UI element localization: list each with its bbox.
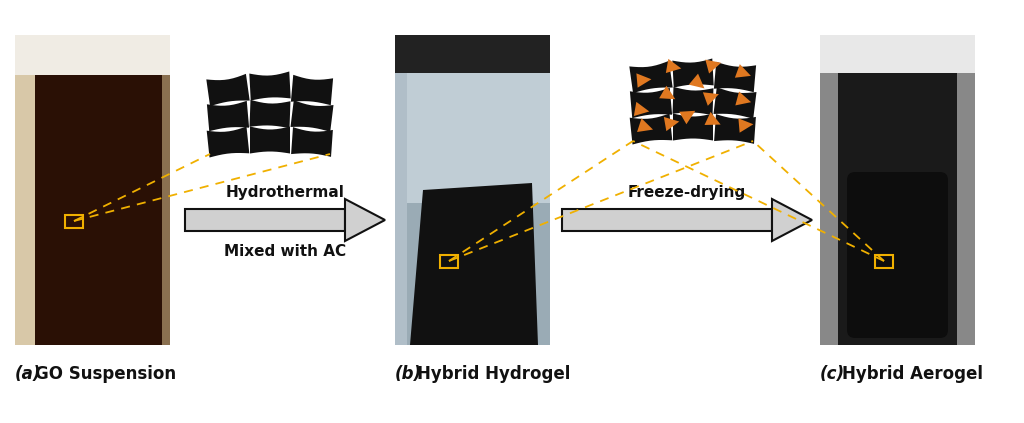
Polygon shape [673,113,713,140]
Polygon shape [664,117,679,131]
Text: (a): (a) [15,365,42,383]
Polygon shape [410,183,538,345]
Polygon shape [714,62,756,92]
Bar [820,35,975,73]
Polygon shape [738,118,754,133]
Text: Freeze-drying: Freeze-drying [628,184,746,200]
Polygon shape [689,74,705,88]
Polygon shape [630,61,673,93]
FancyBboxPatch shape [847,172,948,338]
Polygon shape [714,87,757,119]
Polygon shape [673,58,714,88]
Bar [820,35,975,345]
Polygon shape [207,101,249,131]
Polygon shape [630,88,672,118]
Text: (c): (c) [820,365,845,383]
Polygon shape [206,74,250,106]
Polygon shape [705,112,721,125]
Polygon shape [637,118,653,132]
Text: Hydrothermal: Hydrothermal [225,184,344,200]
Polygon shape [291,75,333,105]
Bar [395,73,407,345]
Bar [65,215,83,228]
Polygon shape [630,113,673,145]
Polygon shape [679,111,695,124]
Polygon shape [207,126,249,157]
Bar [35,75,170,345]
Polygon shape [291,100,334,132]
Text: Hybrid Hydrogel: Hybrid Hydrogel [417,365,570,383]
Polygon shape [735,91,752,105]
Bar [820,73,838,345]
Polygon shape [249,71,291,101]
Polygon shape [666,59,681,73]
Text: GO Suspension: GO Suspension [35,365,176,383]
Bar [957,73,975,345]
Polygon shape [250,126,290,154]
Bar [162,75,170,345]
Polygon shape [772,199,812,241]
Polygon shape [634,102,649,116]
Bar [395,35,550,345]
Polygon shape [702,92,719,106]
Bar [562,209,772,231]
Bar [15,35,170,75]
Polygon shape [659,86,675,99]
Polygon shape [250,100,291,128]
Polygon shape [345,199,385,241]
Bar [395,73,550,203]
Polygon shape [636,73,651,88]
Polygon shape [673,87,714,115]
Polygon shape [706,60,721,74]
Bar [874,255,893,268]
Bar [15,35,170,345]
Polygon shape [291,127,333,157]
Bar [440,255,458,268]
Polygon shape [714,114,756,144]
Text: Hybrid Aerogel: Hybrid Aerogel [842,365,983,383]
Text: Mixed with AC: Mixed with AC [224,244,346,259]
Text: (b): (b) [395,365,422,383]
Bar [185,209,345,231]
Polygon shape [735,64,751,78]
Bar [395,35,550,73]
Bar [15,75,35,345]
